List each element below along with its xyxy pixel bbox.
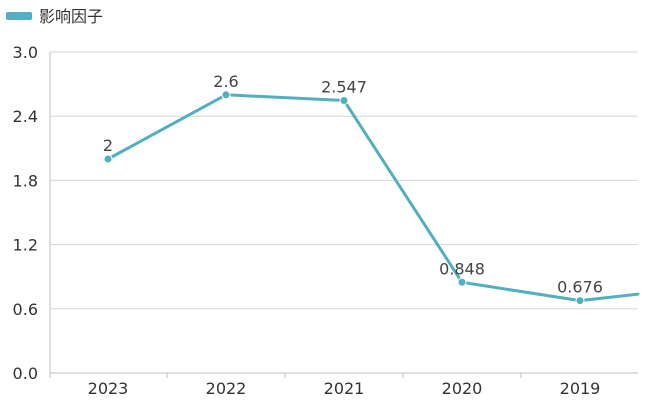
- y-tick-label: 1.8: [13, 171, 38, 190]
- y-tick-label: 0.0: [13, 364, 38, 383]
- data-label: 2.547: [321, 77, 367, 96]
- data-label: 0.848: [439, 259, 485, 278]
- x-tick-label: 2021: [324, 379, 365, 398]
- x-tick-label: 2023: [88, 379, 129, 398]
- data-point: [575, 296, 585, 306]
- legend[interactable]: 影响因子: [6, 7, 103, 26]
- x-tick-label: 2020: [442, 379, 483, 398]
- x-axis: 2023 2022 2021 2020 2019: [49, 372, 638, 398]
- data-point: [339, 95, 349, 105]
- x-tick-label: 2022: [206, 379, 247, 398]
- legend-label: 影响因子: [39, 7, 103, 26]
- gridlines: [50, 51, 638, 310]
- data-label: 2.6: [213, 72, 238, 91]
- data-point: [103, 154, 113, 164]
- data-label: 0.676: [557, 278, 603, 297]
- y-tick-label: 0.6: [13, 300, 38, 319]
- series-line: [103, 90, 640, 306]
- y-tick-label: 2.4: [13, 107, 38, 126]
- legend-swatch: [6, 12, 32, 20]
- y-axis: 0.0 0.6 1.2 1.8 2.4 3.0: [13, 43, 51, 383]
- series-path: [106, 93, 640, 303]
- data-labels: 2 2.6 2.547 0.848 0.676: [103, 72, 603, 297]
- data-point: [457, 277, 467, 287]
- x-tick-label: 2019: [560, 379, 601, 398]
- data-point: [221, 90, 231, 100]
- y-tick-label: 1.2: [13, 236, 38, 255]
- y-tick-label: 3.0: [13, 43, 38, 62]
- data-label: 2: [103, 136, 113, 155]
